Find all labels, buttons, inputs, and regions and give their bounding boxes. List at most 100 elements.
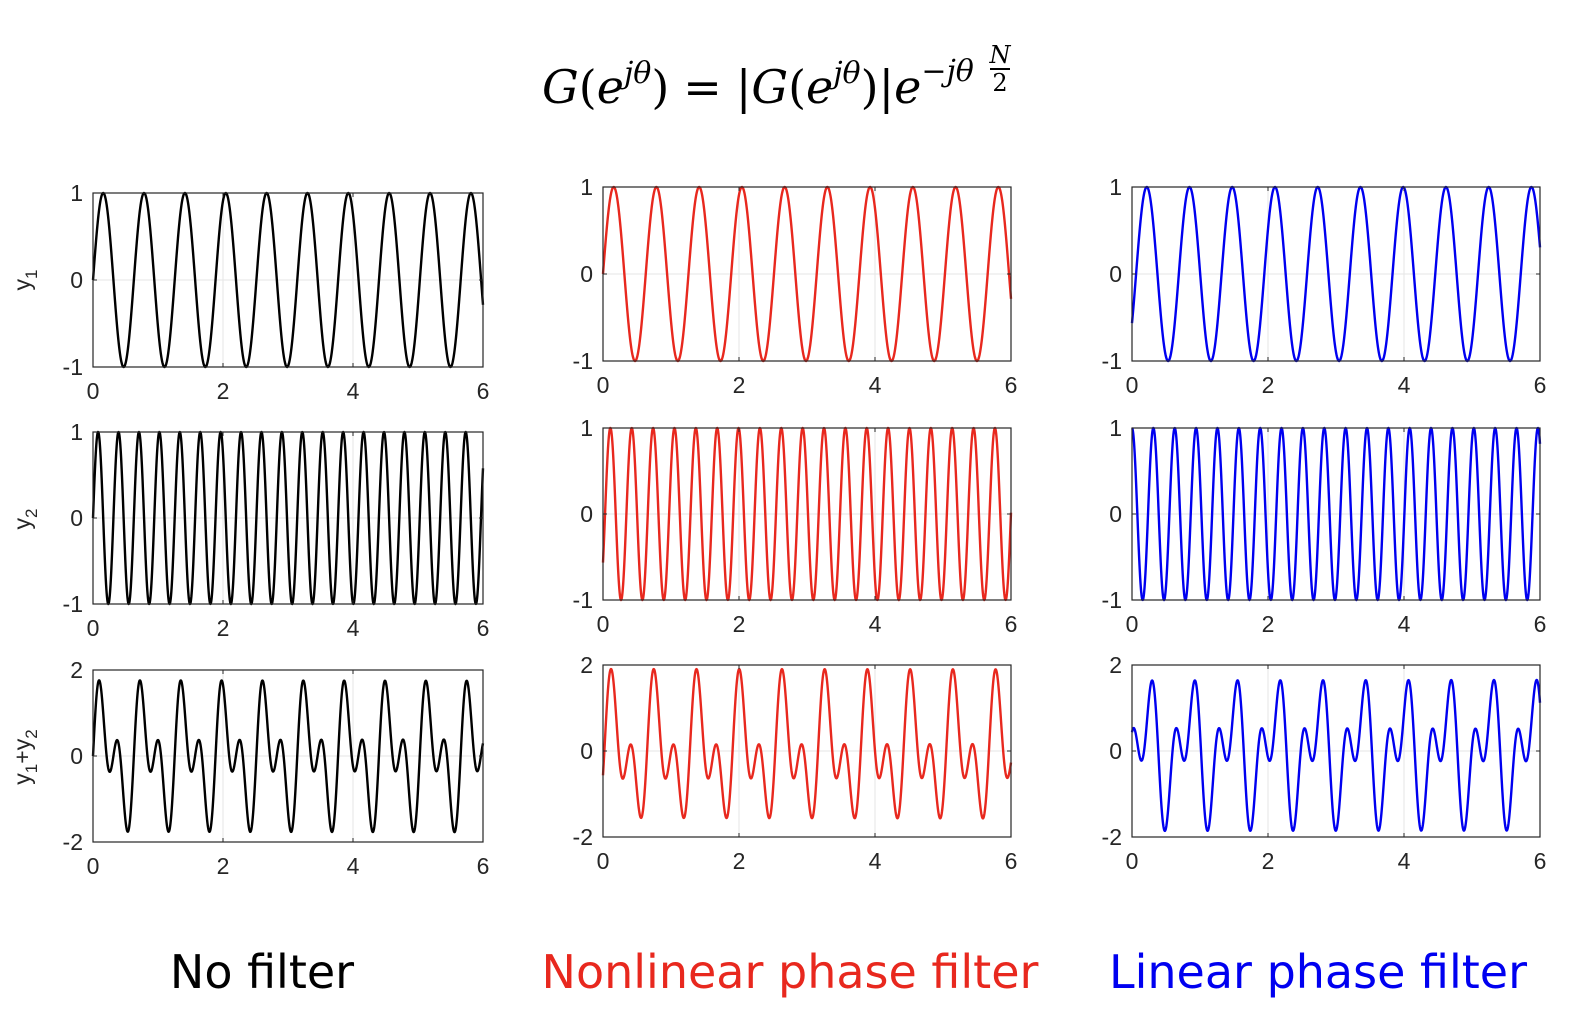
ylabel-part: y (9, 278, 35, 290)
nonlinear-sum-ytick-label: 0 (580, 738, 593, 764)
nonlinear-y1-ytick-label: 1 (580, 174, 593, 200)
no-filter-y2-ytick-label: 1 (70, 419, 83, 445)
linear-y1-xtick-label: 6 (1534, 372, 1547, 398)
nonlinear-y1-xtick-label: 4 (869, 372, 882, 398)
ylabel-part: 1 (22, 764, 41, 773)
no-filter-sum-series-line (91, 679, 485, 834)
no-filter-sum-xtick-label: 0 (87, 853, 100, 879)
ylabel-part: y (9, 773, 35, 785)
nonlinear-y2-xtick-label: 6 (1005, 611, 1018, 637)
nonlinear-y2-ytick-label: 1 (580, 415, 593, 441)
no-filter-y2-ytick-label: -1 (63, 591, 83, 617)
linear-y2-xtick-label: 4 (1398, 611, 1411, 637)
linear-y2-ytick-label: -1 (1102, 587, 1122, 613)
eq-e2: e (806, 60, 833, 114)
linear-y1-xtick-label: 0 (1126, 372, 1139, 398)
linear-sum-xtick-label: 2 (1262, 848, 1275, 874)
eq-lparen: ( (579, 60, 597, 114)
caption-linear-phase-filter: Linear phase filter (1108, 945, 1528, 999)
no-filter-sum-xtick-label: 4 (347, 853, 360, 879)
eq-frac-numerator: N (989, 41, 1012, 69)
no-filter-y2-xtick-label: 6 (477, 615, 490, 641)
linear-y1-series-line (1130, 185, 1542, 363)
nonlinear-sum-xtick-label: 0 (597, 848, 610, 874)
linear-sum-series-line (1130, 678, 1542, 833)
ylabel-row-1: y1 (9, 270, 41, 291)
nonlinear-sum-ytick-label: 2 (580, 652, 593, 678)
linear-y1-ytick-label: 1 (1109, 174, 1122, 200)
no-filter-y1-xtick-label: 6 (477, 378, 490, 404)
no-filter-y2-ytick-label: 0 (70, 505, 83, 531)
no-filter-y1-xtick-label: 4 (347, 378, 360, 404)
linear-y2-series-line (1131, 426, 1542, 602)
no-filter-sum-ytick-label: 2 (70, 657, 83, 683)
ylabel-part: 1 (22, 270, 41, 279)
no-filter-y2-xtick-label: 4 (347, 615, 360, 641)
eq-frac-denominator: 2 (992, 69, 1007, 97)
nonlinear-sum-series-line (601, 667, 1013, 820)
eq-exp-jtheta2: jθ (827, 56, 860, 91)
caption-no-filter: No filter (169, 945, 355, 999)
linear-sum-xtick-label: 6 (1534, 848, 1547, 874)
nonlinear-y2-xtick-label: 0 (597, 611, 610, 637)
no-filter-y1-ytick-label: 1 (70, 180, 83, 206)
nonlinear-y2-series-line (601, 426, 1013, 602)
nonlinear-y2-ytick-label: -1 (573, 587, 593, 613)
no-filter-y2-series-line (91, 430, 485, 606)
no-filter-y1-series-line (91, 191, 485, 369)
eq-bar-left: | (736, 60, 752, 114)
linear-y1-ytick-label: 0 (1109, 261, 1122, 287)
linear-sum-xtick-label: 0 (1126, 848, 1139, 874)
linear-sum-ytick-label: 2 (1109, 652, 1122, 678)
equation: G(ejθ) = |G(ejθ)|e−jθ N 2 (542, 41, 1012, 114)
nonlinear-y1-ytick-label: -1 (573, 348, 593, 374)
no-filter-y1-xtick-label: 2 (217, 378, 230, 404)
no-filter-y1-xtick-label: 0 (87, 378, 100, 404)
nonlinear-sum-xtick-label: 4 (869, 848, 882, 874)
no-filter-y1-ytick-label: -1 (63, 354, 83, 380)
linear-y2-xtick-label: 2 (1262, 611, 1275, 637)
nonlinear-sum-ytick-label: -2 (573, 824, 593, 850)
nonlinear-y1-ytick-label: 0 (580, 261, 593, 287)
linear-y2-ytick-label: 0 (1109, 501, 1122, 527)
linear-sum-ytick-label: -2 (1102, 824, 1122, 850)
linear-y1-xtick-label: 4 (1398, 372, 1411, 398)
ylabel-row-2: y2 (9, 509, 41, 530)
eq-exp-jtheta: jθ (618, 56, 651, 91)
linear-sum-ytick-label: 0 (1109, 738, 1122, 764)
ylabel-part: y (9, 517, 35, 529)
linear-y2-xtick-label: 0 (1126, 611, 1139, 637)
no-filter-y2-xtick-label: 2 (217, 615, 230, 641)
no-filter-sum-ytick-label: -2 (63, 829, 83, 855)
linear-y1-ytick-label: -1 (1102, 348, 1122, 374)
nonlinear-y2-xtick-label: 4 (869, 611, 882, 637)
no-filter-y2-xtick-label: 0 (87, 615, 100, 641)
nonlinear-y1-xtick-label: 6 (1005, 372, 1018, 398)
nonlinear-y2-ytick-label: 0 (580, 501, 593, 527)
eq-lparen2: ( (788, 60, 806, 114)
ylabel-part: 2 (22, 729, 41, 738)
eq-rparen: ) (651, 60, 669, 114)
eq-bar-right: | (879, 60, 895, 114)
eq-rparen2: ) (861, 60, 879, 114)
eq-e: e (597, 60, 624, 114)
ylabel-row-3: y1+y2 (9, 729, 41, 784)
linear-y2-xtick-label: 6 (1534, 611, 1547, 637)
linear-y2-ytick-label: 1 (1109, 415, 1122, 441)
nonlinear-sum-xtick-label: 6 (1005, 848, 1018, 874)
eq-e3: e (894, 60, 921, 114)
eq-G: G (542, 60, 579, 114)
ylabel-part: 2 (22, 509, 41, 518)
eq-G2: G (751, 60, 788, 114)
ylabel-part: +y (9, 738, 35, 763)
no-filter-sum-xtick-label: 2 (217, 853, 230, 879)
no-filter-y1-ytick-label: 0 (70, 267, 83, 293)
eq-exp-minus-jtheta: −jθ (921, 54, 974, 89)
nonlinear-y1-xtick-label: 2 (733, 372, 746, 398)
linear-sum-xtick-label: 4 (1398, 848, 1411, 874)
nonlinear-y1-series-line (601, 185, 1013, 363)
caption-nonlinear-phase-filter: Nonlinear phase filter (541, 945, 1039, 999)
eq-equals: = (683, 60, 722, 114)
nonlinear-sum-xtick-label: 2 (733, 848, 746, 874)
